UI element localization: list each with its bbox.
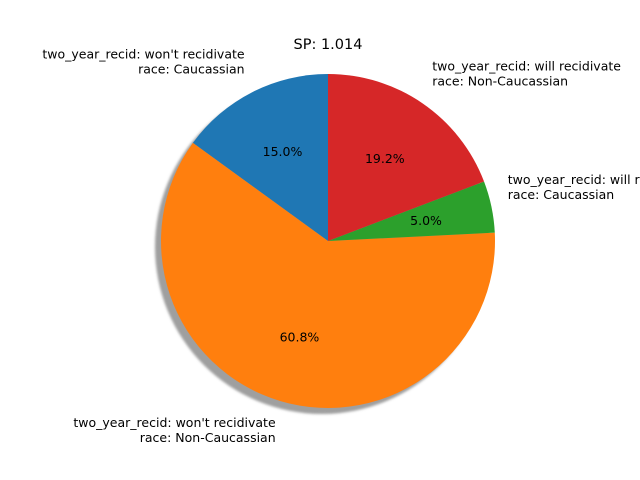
- pie-slice-2: [328, 181, 495, 241]
- pie-slice-1: [161, 142, 495, 409]
- pie-slice-pct-label-0: 15.0%: [263, 144, 303, 159]
- slices-layer: [155, 74, 495, 414]
- pie-slice-label-1: two_year_recid: won't recidivate race: No…: [73, 415, 276, 445]
- pie-slice-pct-label-1: 60.8%: [280, 330, 320, 345]
- pie-slice-3: [328, 74, 485, 241]
- pie-slice-label-0: two_year_recid: won't recidivate race: Ca…: [42, 46, 245, 76]
- pie-slice-0: [192, 74, 328, 241]
- chart-title: SP: 1.014: [294, 37, 363, 53]
- pie-slice-pct-label-2: 5.0%: [410, 213, 442, 228]
- pie-slice-pct-label-3: 19.2%: [365, 151, 405, 166]
- pie-slice-label-3: two_year_recid: will recidivate race: Non…: [432, 59, 621, 89]
- labels-layer: 15.0% two_year_recid: won't recidivate rac…: [42, 46, 640, 445]
